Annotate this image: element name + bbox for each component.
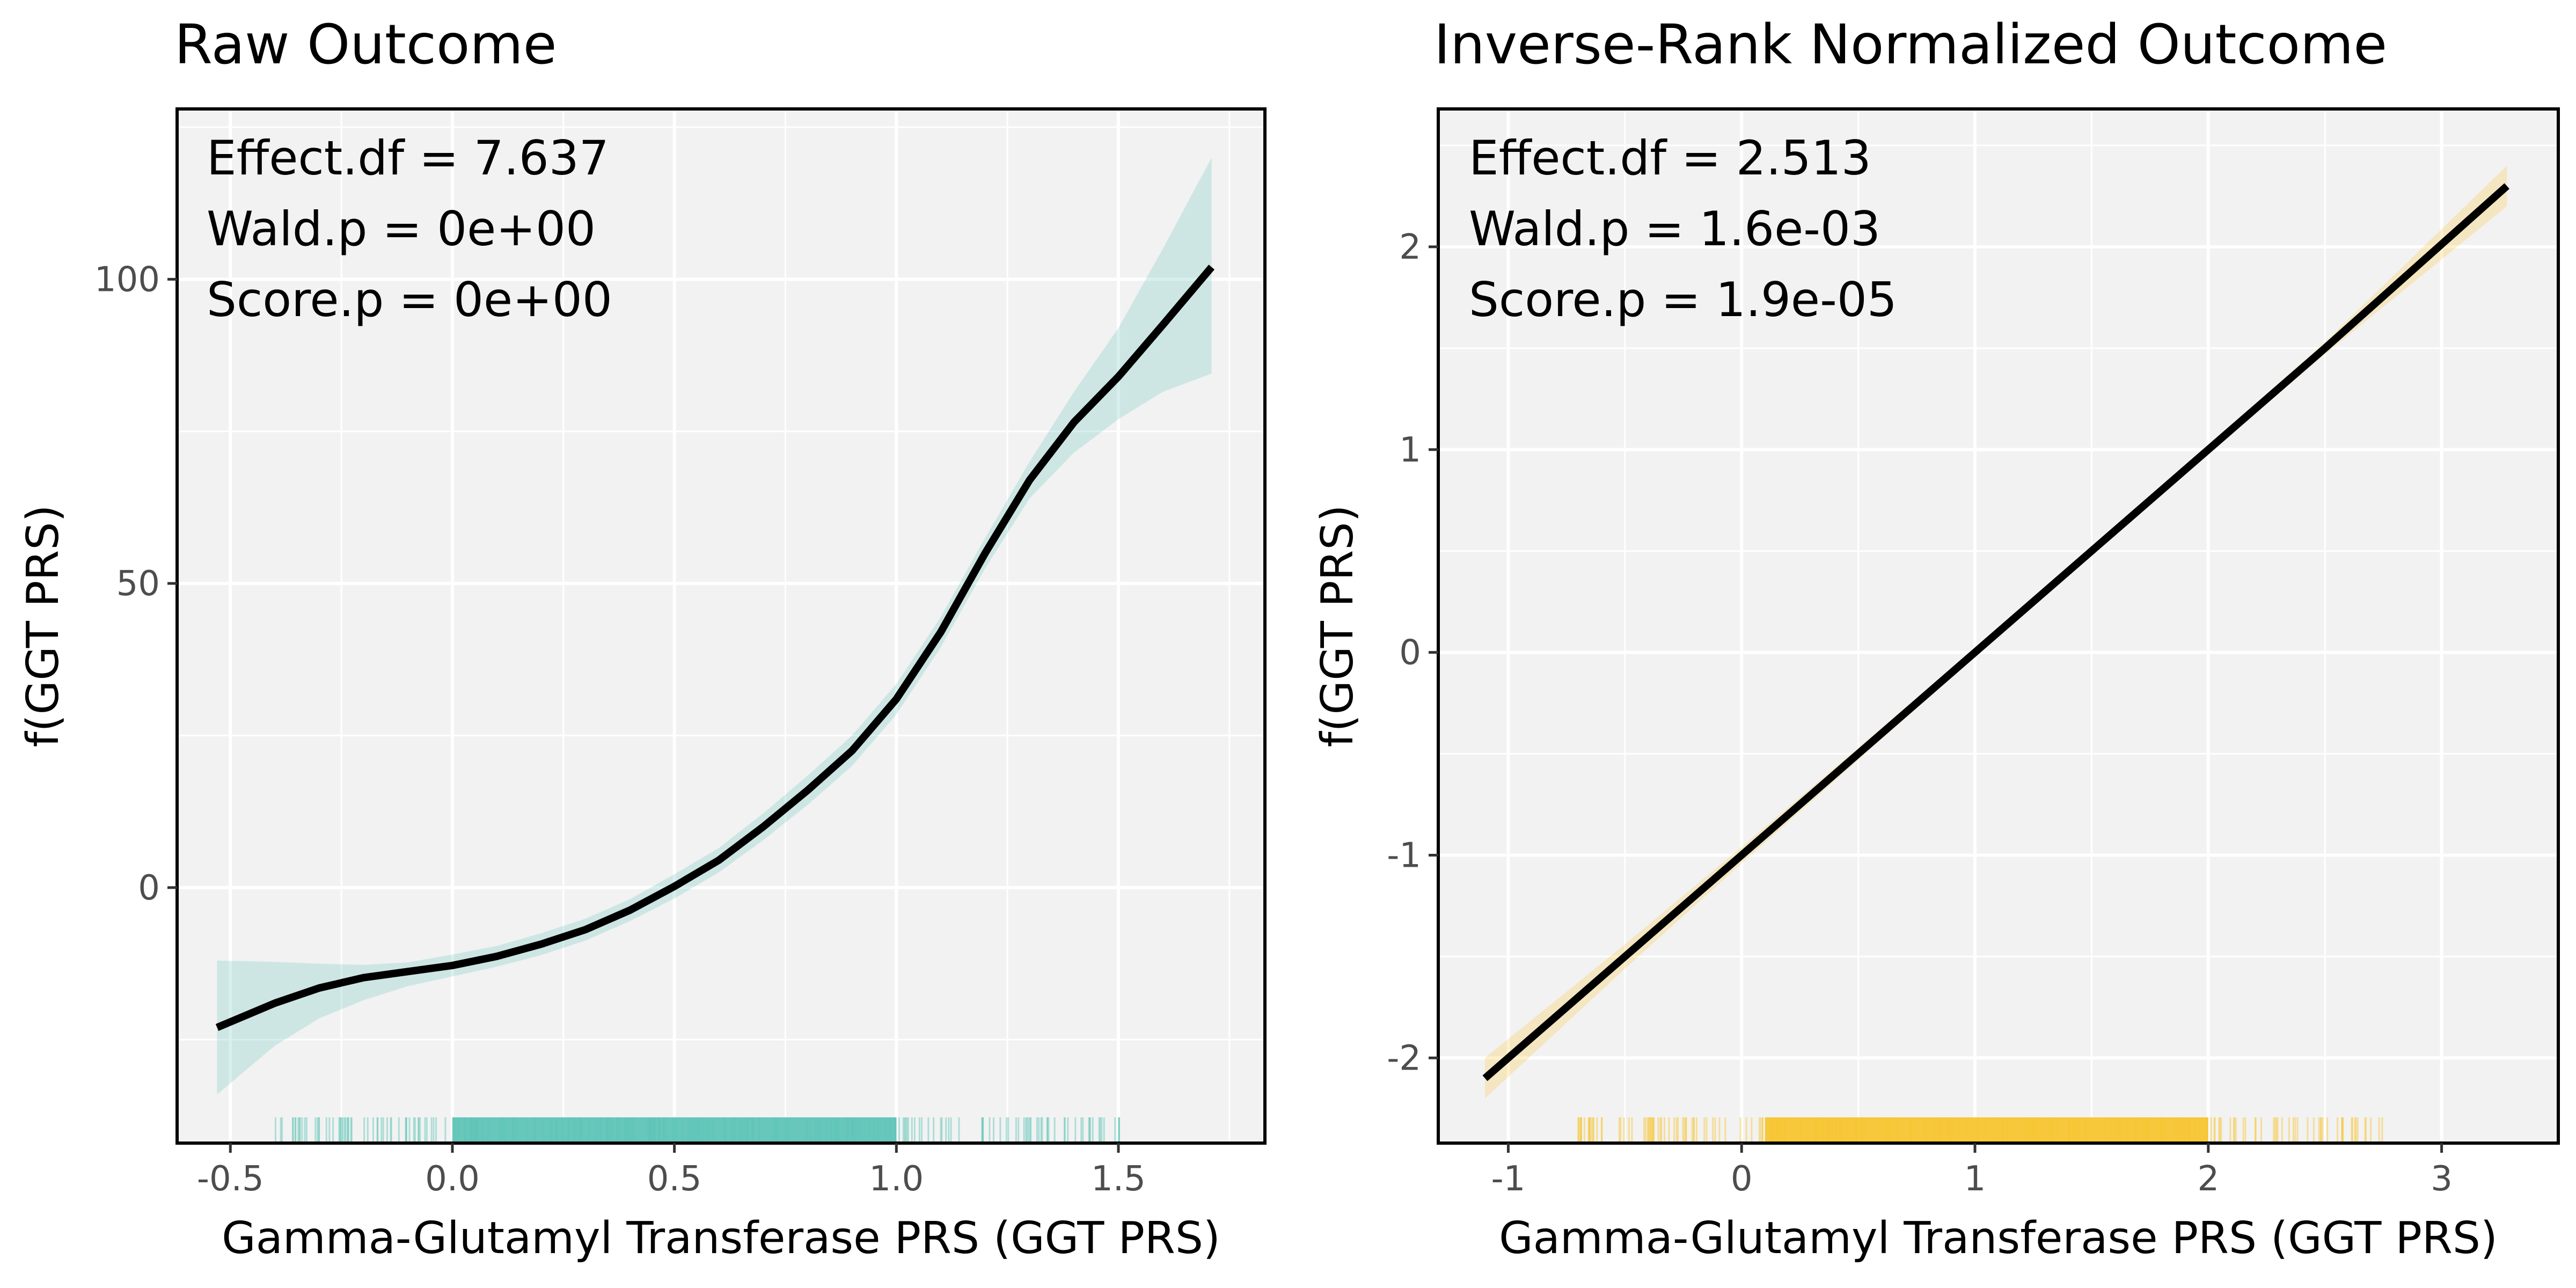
x-tick-label: 0.0: [425, 1159, 480, 1199]
stat-annotation: Score.p = 0e+00: [207, 272, 612, 327]
confidence-ribbon: [217, 157, 1212, 1095]
y-tick-label: 1: [1399, 430, 1421, 470]
y-tick-label: 0: [138, 868, 160, 908]
chart-title: Raw Outcome: [174, 13, 557, 77]
x-tick-label: 0.5: [647, 1159, 702, 1199]
stat-annotation: Effect.df = 2.513: [1469, 130, 1871, 186]
x-tick-label: 3: [2431, 1159, 2453, 1199]
fitted-line: [215, 265, 1215, 1031]
x-tick-label: 2: [2197, 1159, 2219, 1199]
rug-marks: [274, 1117, 1121, 1143]
chart-panel-1: -0.5 0.0 0.5 1.0 1.5 0 50 100 Raw Outcome Gamma-G…: [18, 13, 1267, 1264]
y-axis-label: f(GGT PRS): [18, 505, 69, 748]
panel-border: [175, 107, 1267, 1145]
x-axis-label: Gamma-Glutamyl Transferase PRS (GGT PRS): [222, 1213, 1220, 1264]
y-tick-label: 2: [1399, 228, 1421, 267]
plot-background: [1438, 109, 2558, 1143]
y-tick-label: -1: [1387, 836, 1421, 875]
stat-annotation: Wald.p = 0e+00: [207, 201, 596, 257]
y-tick-label: 100: [94, 260, 160, 299]
fitted-line: [1482, 183, 2509, 1081]
x-tick-label: 1.0: [869, 1159, 924, 1199]
stat-annotation: Wald.p = 1.6e-03: [1469, 201, 1880, 257]
x-tick-label: 1.5: [1091, 1159, 1146, 1199]
x-axis-label: Gamma-Glutamyl Transferase PRS (GGT PRS): [1499, 1213, 2498, 1264]
x-tick-label: -0.5: [197, 1159, 264, 1199]
rug-dense-band: [1765, 1117, 2208, 1143]
y-tick-label: 0: [1399, 633, 1421, 673]
x-tick-label: 1: [1964, 1159, 1986, 1199]
y-axis-label: f(GGT PRS): [1312, 505, 1363, 748]
chart-panel-2: -1 0 1 2 3 -2 -1 0 1 2 Inverse-Rank Normalized Out…: [1312, 13, 2560, 1264]
x-tick-label: -1: [1491, 1159, 1526, 1199]
plot-background: [177, 109, 1265, 1143]
panel-border: [1437, 107, 2560, 1145]
y-tick-label: 50: [116, 564, 160, 604]
y-tick-label: -2: [1387, 1038, 1421, 1078]
rug-marks: [1577, 1117, 2383, 1143]
x-tick-label: 0: [1731, 1159, 1753, 1199]
chart-title: Inverse-Rank Normalized Outcome: [1434, 13, 2387, 77]
rug-dense-band: [452, 1117, 897, 1143]
stat-annotation: Score.p = 1.9e-05: [1469, 272, 1897, 327]
stat-annotation: Effect.df = 7.637: [207, 130, 609, 186]
